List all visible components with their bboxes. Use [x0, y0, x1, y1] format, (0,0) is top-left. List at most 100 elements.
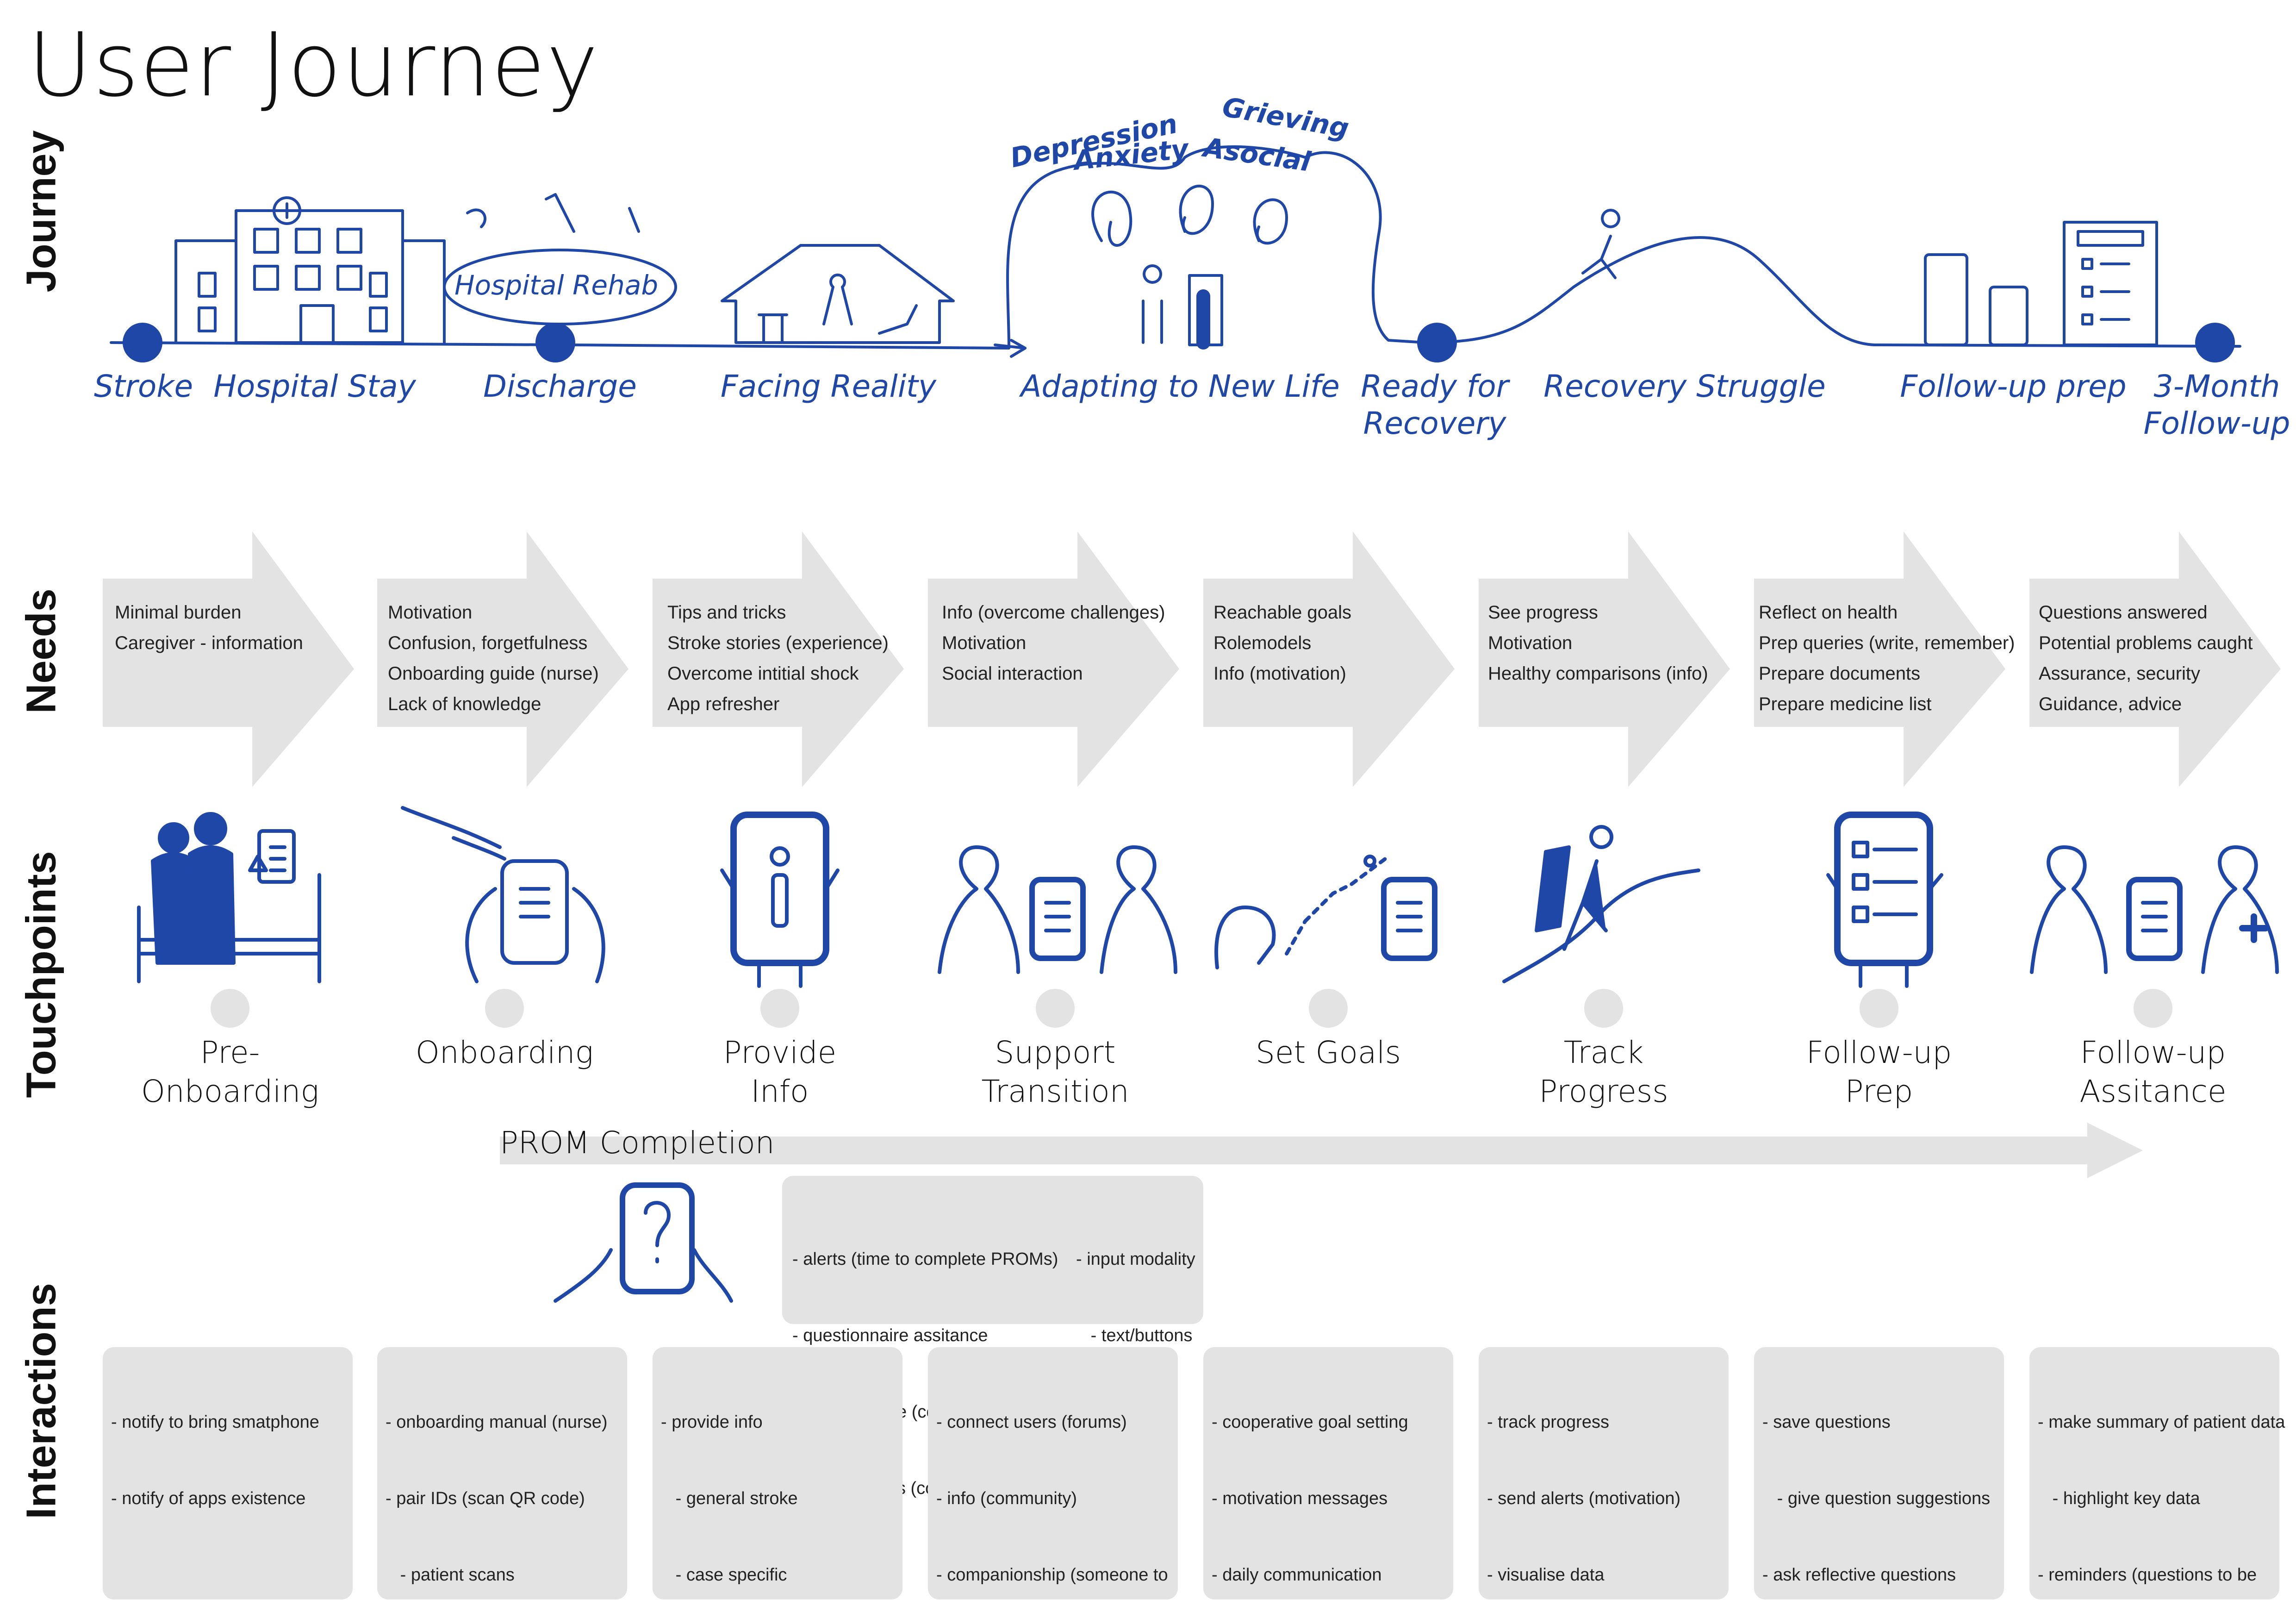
interaction-box-2 — [377, 1347, 627, 1599]
interaction-item: - case specific — [661, 1565, 787, 1585]
touchpoint-label-onboarding: Onboarding — [415, 1035, 594, 1070]
need-item: Motivation — [942, 633, 1027, 653]
interaction-item: - highlight key data — [2038, 1489, 2200, 1508]
needs-list-2: Motivation Confusion, forgetfulness Onbo… — [388, 597, 599, 719]
hands-phone-question-icon — [554, 1182, 733, 1303]
interaction-list-1: - notify to bring smatphone - notify of … — [111, 1359, 319, 1624]
interaction-list-3: - provide info - general stroke - case s… — [661, 1359, 895, 1624]
doctor-patient-phone-icon — [2030, 845, 2279, 974]
need-item: Caregiver - information — [115, 633, 303, 653]
need-item: Tips and tricks — [667, 602, 786, 623]
needs-list-8: Questions answered Potential problems ca… — [2039, 597, 2253, 719]
interaction-item — [111, 1562, 319, 1588]
need-item: Lack of knowledge — [388, 694, 541, 714]
interaction-item: - make summary of patient data — [2038, 1412, 2285, 1432]
touchpoint-dot-1 — [211, 989, 249, 1028]
stage-hospital-stay: Hospital Stay — [213, 369, 416, 404]
need-item: Social interaction — [942, 663, 1083, 684]
interaction-item: - cooperative goal setting — [1212, 1412, 1408, 1432]
need-arrow-4 — [928, 531, 1179, 787]
need-item: Prep queries (write, remember) — [1759, 633, 2015, 653]
interaction-box-4 — [928, 1347, 1178, 1599]
touchpoint-dot-2 — [485, 989, 524, 1028]
interaction-list-4: - connect users (forums) - info (communi… — [936, 1359, 1168, 1624]
prom-item: - text/buttons — [1076, 1326, 1193, 1345]
need-item: Onboarding guide (nurse) — [388, 663, 599, 684]
interaction-list-2: - onboarding manual (nurse) - pair IDs (… — [386, 1359, 618, 1624]
interaction-box-5 — [1203, 1347, 1453, 1599]
needs-list-1: Minimal burden Caregiver - information — [115, 597, 303, 658]
touchpoint-label-support-transition: Support Transition — [981, 1035, 1129, 1109]
touchpoint-label-provide-info: Provide Info — [723, 1035, 837, 1109]
interaction-item: - track progress — [1487, 1412, 1609, 1432]
touchpoint-dot-8 — [2134, 989, 2172, 1028]
needs-list-5: Reachable goals Rolemodels Info (motivat… — [1213, 597, 1351, 689]
prom-detail-box — [782, 1176, 1203, 1324]
touchpoint-label-pre-onboarding: Pre- Onboarding — [141, 1035, 319, 1109]
prom-arrow — [500, 1123, 2143, 1178]
need-item: Reflect on health — [1759, 602, 1898, 623]
need-item: Questions answered — [2039, 602, 2208, 623]
need-item: Confusion, forgetfulness — [388, 633, 588, 653]
phone-info-icon — [720, 812, 840, 988]
journey-dot-followup — [2195, 323, 2235, 362]
journey-dot-ready — [1417, 323, 1457, 362]
interaction-item: - patient scans — [386, 1565, 515, 1585]
interaction-item: - notify of apps existence — [111, 1489, 306, 1508]
touchpoint-dot-4 — [1036, 989, 1075, 1028]
touchpoint-label-follow-up-prep: Follow-up Prep — [1806, 1035, 1952, 1109]
interaction-item: - visualise data — [1487, 1565, 1605, 1585]
need-item: Minimal burden — [115, 602, 242, 623]
touchpoint-label-follow-up-assistance: Follow-up Assitance — [2079, 1035, 2227, 1109]
prom-item: - alerts (time to complete PROMs) — [792, 1249, 1058, 1269]
interaction-item: - motivation messages — [1212, 1489, 1388, 1508]
prom-item: - input modality — [1076, 1249, 1195, 1269]
touchpoint-dot-5 — [1309, 989, 1348, 1028]
need-arrow-1 — [103, 531, 354, 787]
journey-dot-stroke — [123, 323, 162, 362]
needs-list-7: Reflect on health Prep queries (write, r… — [1759, 597, 2015, 719]
interaction-list-7: - save questions - give question suggest… — [1762, 1359, 2004, 1624]
interaction-item: - reminders (questions to be — [2038, 1565, 2257, 1585]
needs-list-3: Tips and tricks Stroke stories (experien… — [667, 597, 889, 719]
phone-checklist-icon — [1826, 812, 1943, 988]
journey-line — [110, 145, 2241, 350]
interaction-item: - general stroke — [661, 1489, 798, 1508]
need-arrow-6 — [1479, 531, 1730, 787]
interaction-list-8: - make summary of patient data - highlig… — [2038, 1359, 2285, 1624]
need-item: Prepare medicine list — [1759, 694, 1932, 714]
interaction-list-5: - cooperative goal setting - motivation … — [1212, 1359, 1408, 1624]
interaction-list-6: - track progress - send alerts (motivati… — [1487, 1359, 1739, 1624]
stage-follow-up-prep: Follow-up prep — [1900, 369, 2127, 404]
need-arrow-7 — [1754, 531, 2005, 787]
need-item: Healthy comparisons (info) — [1488, 663, 1708, 684]
need-item: Info (motivation) — [1213, 663, 1346, 684]
touchpoint-dot-3 — [760, 989, 799, 1028]
interaction-item: - give question suggestions — [1762, 1489, 1991, 1508]
needs-list-4: Info (overcome challenges) Motivation So… — [942, 597, 1165, 689]
touchpoint-label-track-progress: Track Progress — [1539, 1035, 1668, 1109]
touchpoint-label-set-goals: Set Goals — [1255, 1035, 1401, 1070]
need-arrow-2 — [377, 531, 628, 787]
users-phone-icon — [938, 845, 1177, 974]
need-item: See progress — [1488, 602, 1598, 623]
touchpoint-markers — [211, 989, 2172, 1028]
prom-item: - questionnaire assitance — [792, 1326, 988, 1345]
need-item: Guidance, advice — [2039, 694, 2182, 714]
stage-discharge: Discharge — [483, 369, 637, 404]
need-item: Assurance, security — [2039, 663, 2201, 684]
stage-3-month-follow-up: 3-Month Follow-up — [2143, 369, 2290, 441]
need-item: Info (overcome challenges) — [942, 602, 1165, 623]
need-item: Stroke stories (experience) — [667, 633, 889, 653]
touchpoint-dot-7 — [1860, 989, 1898, 1028]
interaction-item: - notify to bring smatphone — [111, 1412, 319, 1432]
patient-caregiver-bed-icon — [137, 812, 321, 983]
interaction-item: - pair IDs (scan QR code) — [386, 1489, 585, 1508]
hand-tap-phone-icon — [401, 806, 605, 983]
need-item: App refresher — [667, 694, 780, 714]
need-item: Overcome intitial shock — [667, 663, 859, 684]
interaction-item: - save questions — [1762, 1412, 1891, 1432]
hospital-icon — [174, 196, 446, 344]
